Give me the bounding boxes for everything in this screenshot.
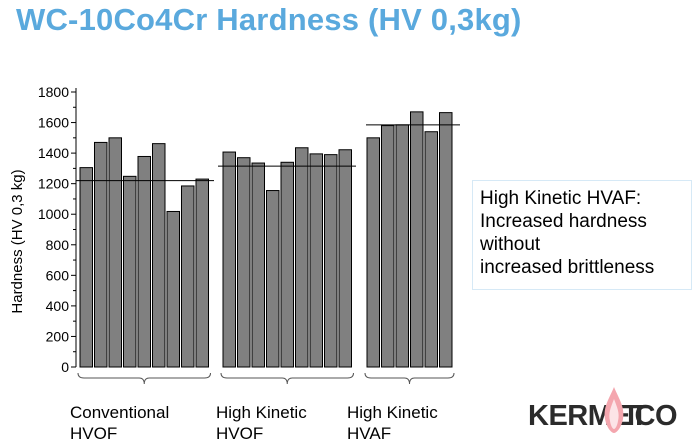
logo-text-left: KERMET <box>528 400 648 432</box>
y-tick-label: 1200 <box>38 176 69 192</box>
bar <box>395 124 409 368</box>
y-tick-label: 0 <box>61 359 69 375</box>
group-label: Conventional HVOF <box>70 403 169 443</box>
bar <box>123 175 137 368</box>
hvaf-callout-box: High Kinetic HVAF: Increased hardness wi… <box>472 180 692 290</box>
bar <box>166 210 180 368</box>
y-tick-label: 1400 <box>38 145 69 161</box>
bar <box>309 153 323 368</box>
group-bracket <box>220 372 354 385</box>
bar <box>295 147 309 368</box>
group-bracket <box>364 372 455 385</box>
group-label: High Kinetic HVAF <box>347 403 438 443</box>
bar <box>195 178 209 368</box>
bar <box>381 125 395 368</box>
y-tick-label: 1000 <box>38 206 69 222</box>
bar <box>237 157 251 368</box>
y-tick-label: 200 <box>46 328 70 344</box>
bar <box>280 161 294 368</box>
bar <box>424 131 438 368</box>
bar <box>79 167 93 368</box>
flame-icon <box>604 387 624 433</box>
y-tick-label: 400 <box>46 298 70 314</box>
bar <box>439 112 453 368</box>
bar <box>366 137 380 368</box>
page-title: WC-10Co4Cr Hardness (HV 0,3kg) <box>16 2 522 37</box>
group-bracket <box>77 372 211 385</box>
group-label: High Kinetic HVOF <box>216 403 307 443</box>
bar <box>410 111 424 368</box>
bar <box>94 141 108 368</box>
y-axis-label: Hardness (HV 0,3 kg) <box>9 169 26 313</box>
bar <box>266 190 280 368</box>
y-tick-label: 1600 <box>38 115 69 131</box>
kermetico-logo: KERMET ICO <box>528 385 693 435</box>
y-tick-label: 800 <box>46 237 70 253</box>
y-tick-label: 1800 <box>38 84 69 100</box>
mean-lines <box>76 124 460 182</box>
bar <box>152 143 166 368</box>
bar <box>137 155 151 368</box>
bar <box>324 154 338 368</box>
bar <box>251 162 265 368</box>
bar <box>338 149 352 368</box>
group-labels: Conventional HVOF High Kinetic HVOF High Kin… <box>70 372 455 443</box>
bar <box>222 151 236 368</box>
bar <box>108 137 122 368</box>
chart-axes: 0 200 400 600 800 1000 1200 1400 1600 1800 Hardnes… <box>9 84 77 375</box>
bar <box>181 185 195 368</box>
y-tick-label: 600 <box>46 267 70 283</box>
chart-bars <box>79 111 453 368</box>
logo-text-right: ICO <box>627 400 678 432</box>
